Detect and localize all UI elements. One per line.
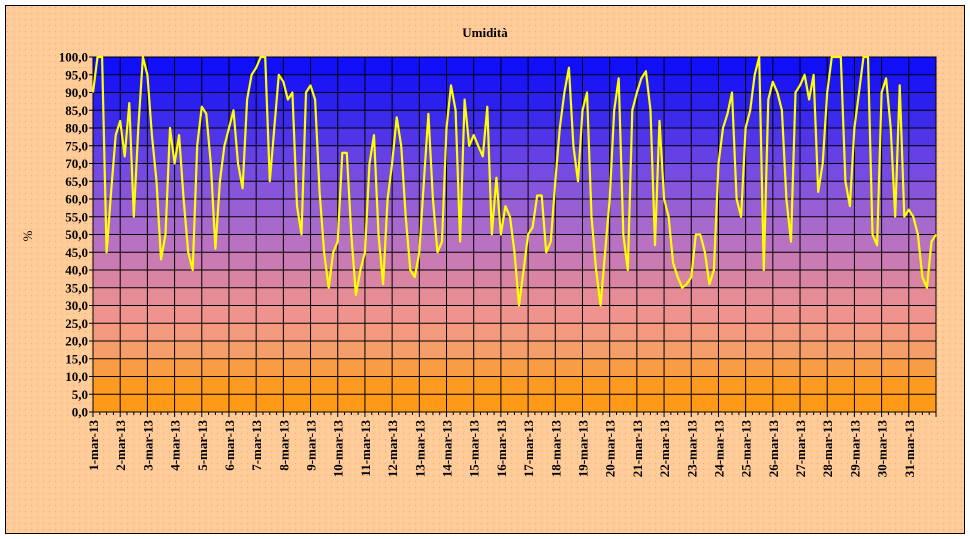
chart-title: Umidità xyxy=(462,25,508,40)
x-tick-label: 24-mar-13 xyxy=(711,420,726,478)
y-tick-label: 0,0 xyxy=(72,405,88,420)
y-tick-label: 80,0 xyxy=(65,121,88,136)
y-axis-ticks: 0,0 5,0 10,0 15,0 20,0 25,0 30,0 35,0 40,0 45,0 50… xyxy=(59,50,93,420)
x-tick-label: 26-mar-13 xyxy=(766,420,781,478)
y-tick-label: 75,0 xyxy=(65,138,88,153)
x-tick-label: 27-mar-13 xyxy=(793,420,808,478)
background-band xyxy=(93,270,936,288)
x-tick-label: 12-mar-13 xyxy=(385,420,400,478)
background-band xyxy=(93,199,936,217)
x-tick-label: 6-mar-13 xyxy=(222,420,237,471)
x-tick-label: 23-mar-13 xyxy=(684,420,699,478)
x-tick-label: 22-mar-13 xyxy=(657,420,672,478)
y-tick-label: 10,0 xyxy=(65,369,88,384)
x-tick-label: 17-mar-13 xyxy=(521,420,536,478)
background-band xyxy=(93,128,936,146)
x-tick-label: 13-mar-13 xyxy=(412,420,427,478)
x-tick-label: 29-mar-13 xyxy=(847,420,862,478)
x-tick-label: 4-mar-13 xyxy=(168,420,183,471)
x-tick-label: 1-mar-13 xyxy=(86,420,101,471)
background-band xyxy=(93,110,936,128)
background-band xyxy=(93,358,936,377)
x-tick-label: 18-mar-13 xyxy=(548,420,563,478)
y-tick-label: 60,0 xyxy=(65,192,88,207)
y-tick-label: 45,0 xyxy=(65,245,88,260)
x-tick-label: 19-mar-13 xyxy=(575,420,590,478)
x-tick-label: 7-mar-13 xyxy=(249,420,264,471)
background-band xyxy=(93,74,936,93)
y-tick-label: 85,0 xyxy=(65,103,88,118)
y-tick-label: 5,0 xyxy=(72,387,88,402)
x-tick-label: 28-mar-13 xyxy=(820,420,835,478)
y-tick-label: 95,0 xyxy=(65,67,88,82)
x-tick-label: 21-mar-13 xyxy=(630,420,645,478)
humidity-series-line xyxy=(91,55,937,307)
y-tick-label: 30,0 xyxy=(65,298,88,313)
x-tick-label: 25-mar-13 xyxy=(739,420,754,478)
y-tick-label: 65,0 xyxy=(65,174,88,189)
background-band xyxy=(93,57,936,75)
x-tick-label: 30-mar-13 xyxy=(875,420,890,478)
background-band xyxy=(93,341,936,359)
x-tick-label: 20-mar-13 xyxy=(603,420,618,478)
x-tick-label: 9-mar-13 xyxy=(304,420,319,471)
x-tick-label: 10-mar-13 xyxy=(331,420,346,478)
x-tick-label: 3-mar-13 xyxy=(140,420,155,471)
background-band xyxy=(93,376,936,395)
x-tick-label: 11-mar-13 xyxy=(358,420,373,477)
background-band xyxy=(93,287,936,306)
background-band xyxy=(93,92,936,111)
y-tick-label: 40,0 xyxy=(65,263,88,278)
gridlines xyxy=(92,56,937,417)
background-band xyxy=(93,216,936,235)
x-tick-label: 8-mar-13 xyxy=(276,420,291,471)
background-band xyxy=(93,323,936,341)
y-tick-label: 55,0 xyxy=(65,209,88,224)
y-tick-label: 20,0 xyxy=(65,334,88,349)
x-tick-label: 16-mar-13 xyxy=(494,420,509,478)
y-tick-label: 25,0 xyxy=(65,316,88,331)
x-tick-label: 14-mar-13 xyxy=(440,420,455,478)
x-tick-label: 31-mar-13 xyxy=(902,420,917,478)
y-axis-label: % xyxy=(20,230,35,241)
background-band xyxy=(93,305,936,324)
y-tick-label: 100,0 xyxy=(59,50,88,65)
x-tick-label: 15-mar-13 xyxy=(467,420,482,478)
background-band xyxy=(93,145,936,164)
y-tick-label: 35,0 xyxy=(65,280,88,295)
background-band xyxy=(93,394,936,412)
y-tick-label: 90,0 xyxy=(65,85,88,100)
y-tick-label: 70,0 xyxy=(65,156,88,171)
background-band xyxy=(93,234,936,253)
y-tick-label: 50,0 xyxy=(65,227,88,242)
x-tick-label: 5-mar-13 xyxy=(195,420,210,471)
y-tick-label: 15,0 xyxy=(65,351,88,366)
x-axis-ticks: 1-mar-13 2-mar-13 3-mar-13 4-mar-13 5-mar-13… xyxy=(86,412,930,478)
x-tick-label: 2-mar-13 xyxy=(113,420,128,471)
